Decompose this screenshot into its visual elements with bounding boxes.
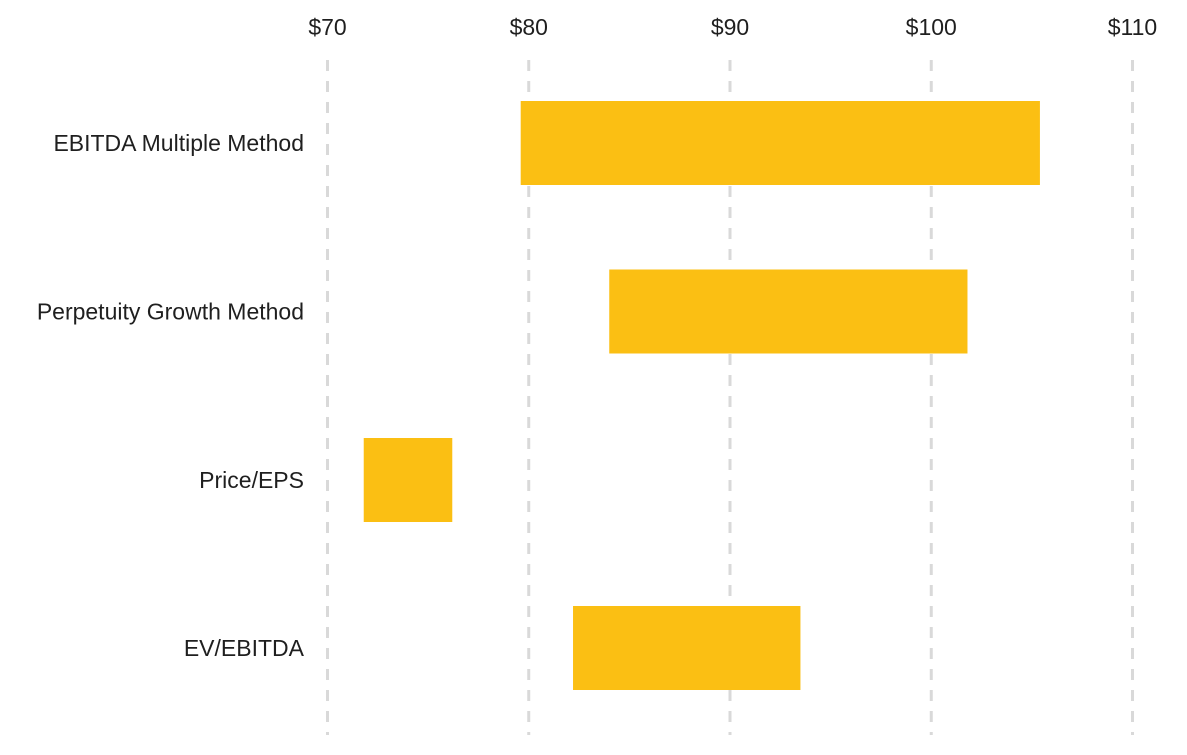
range-bar xyxy=(363,438,453,522)
range-bar xyxy=(520,101,1040,185)
category-labels: EBITDA Multiple Method Perpetuity Growth … xyxy=(37,130,305,661)
x-tick-label: $80 xyxy=(510,14,548,40)
range-bars xyxy=(363,101,1040,690)
category-label: EV/EBITDA xyxy=(184,635,305,661)
category-label: EBITDA Multiple Method xyxy=(53,130,304,156)
category-label: Perpetuity Growth Method xyxy=(37,299,304,325)
range-bar xyxy=(573,606,801,690)
range-bar xyxy=(609,269,968,354)
x-tick-label: $70 xyxy=(308,14,346,40)
category-label: Price/EPS xyxy=(199,467,304,493)
x-tick-label: $90 xyxy=(711,14,749,40)
x-tick-label: $110 xyxy=(1108,14,1157,40)
x-tick-label: $100 xyxy=(906,14,957,40)
x-axis-tick-labels: $70 $80 $90 $100 $110 xyxy=(308,14,1157,40)
